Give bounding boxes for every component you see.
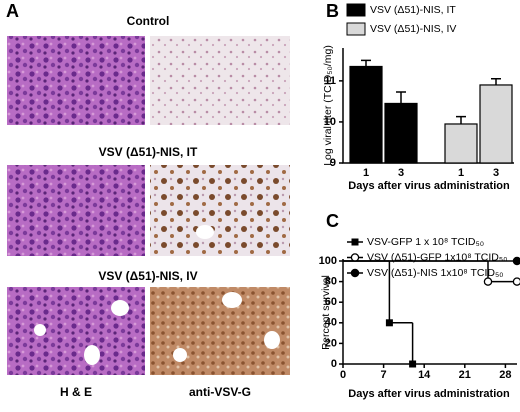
- x-tick-label: 1: [458, 167, 464, 179]
- y-tick-label: 11: [324, 75, 336, 87]
- bar: [479, 84, 513, 164]
- x-tick-label: 0: [340, 369, 346, 381]
- micrograph: [7, 287, 145, 375]
- micrograph: [150, 165, 290, 256]
- y-axis-label: Percent survival: [320, 275, 332, 350]
- survival-marker: [483, 277, 493, 286]
- panel-label: C: [326, 211, 339, 231]
- legend-swatch: [346, 22, 366, 36]
- x-tick-label: 3: [398, 167, 404, 179]
- column-title: anti-VSV-G: [189, 385, 251, 399]
- column-title: H & E: [60, 385, 92, 399]
- x-tick-label: 7: [381, 369, 387, 381]
- error-bar: [491, 78, 501, 85]
- row-title: VSV (Δ51)-NIS, IV: [98, 269, 197, 283]
- y-tick-label: 0: [331, 358, 337, 370]
- error-bar: [361, 59, 371, 67]
- row-title: Control: [127, 14, 170, 28]
- micrograph: [7, 36, 145, 125]
- survival-marker: [385, 319, 393, 327]
- survival-marker: [512, 277, 520, 286]
- y-tick-label: 20: [325, 337, 337, 349]
- legend-marker: [351, 238, 359, 246]
- error-bar: [456, 115, 466, 124]
- error-bar: [396, 91, 406, 104]
- y-tick-label: 40: [325, 317, 337, 329]
- panel-label: A: [6, 1, 19, 21]
- x-tick-label: 14: [418, 369, 431, 381]
- bar: [349, 65, 383, 164]
- legend-label: VSV (Δ51)-NIS, IV: [370, 23, 456, 35]
- micrograph: [150, 287, 290, 375]
- x-tick-label: 21: [459, 369, 471, 381]
- micrograph: [7, 165, 145, 256]
- y-tick-label: 80: [325, 276, 337, 288]
- y-tick-label: 9: [330, 157, 336, 169]
- legend-swatch: [346, 3, 366, 17]
- legend-marker: [350, 268, 360, 278]
- legend-label: VSV (Δ51)-NIS 1x10⁸ TCID₅₀: [367, 267, 504, 279]
- vessels: [34, 225, 280, 365]
- y-tick-label: 60: [325, 296, 337, 308]
- y-tick-label: 100: [319, 255, 337, 267]
- micrograph: [150, 36, 290, 125]
- legend-label: VSV-GFP 1 x 10⁸ TCID₅₀: [367, 236, 484, 248]
- x-axis-label: Days after virus administration: [348, 180, 510, 192]
- x-tick-label: 3: [493, 167, 499, 179]
- y-tick-label: 10: [324, 116, 336, 128]
- legend-label: VSV (Δ51)-NIS, IT: [370, 4, 456, 16]
- legend-marker: [350, 253, 360, 262]
- survival-marker: [512, 256, 520, 266]
- bar: [384, 102, 418, 164]
- survival-marker: [409, 360, 417, 368]
- x-tick-label: 1: [363, 167, 369, 179]
- x-axis-label: Days after virus administration: [348, 388, 510, 400]
- bar: [444, 123, 478, 164]
- panel-label: B: [326, 1, 339, 21]
- x-tick-label: 28: [499, 369, 511, 381]
- row-title: VSV (Δ51)-NIS, IT: [99, 145, 198, 159]
- y-axis-label: Log viral titer (TCID₅₀/mg): [322, 45, 334, 166]
